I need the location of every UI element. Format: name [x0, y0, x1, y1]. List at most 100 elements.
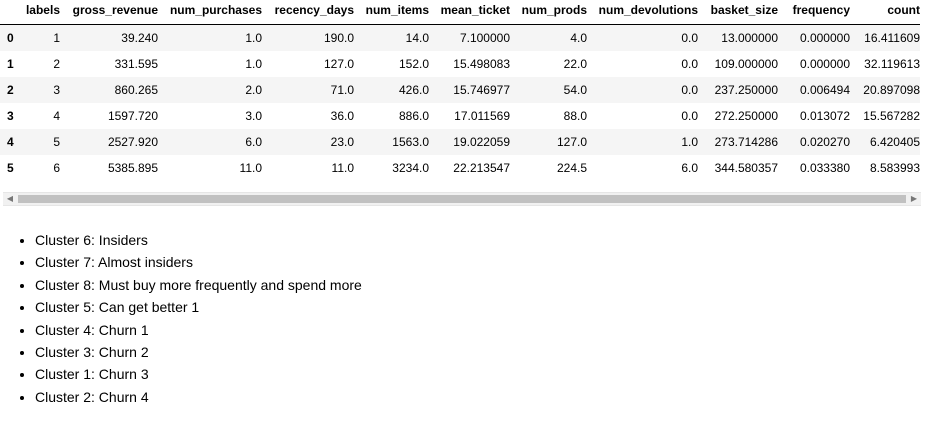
table-cell: 4.0 [570, 31, 587, 45]
table-cell: 20.897098 [863, 83, 920, 97]
column-header: mean_ticket [434, 0, 515, 25]
table-cell: 15.567282 [863, 109, 920, 123]
table-cell: 1.0 [681, 135, 698, 149]
table-cell: 13.000000 [721, 31, 778, 45]
table-cell: 22.213547 [453, 161, 510, 175]
table-row: 3 4 1597.720 3.0 36.0 886.0 17.011569 88.0 0.0 27… [0, 103, 920, 129]
table-cell: 3 [53, 83, 60, 97]
table-cell: 0.0 [681, 57, 698, 71]
table-cell: 237.250000 [714, 83, 778, 97]
table-cell: 16.411609 [864, 31, 920, 45]
table-cell: 0.013072 [799, 109, 850, 123]
column-header: gross_revenue [65, 0, 163, 25]
table-cell: 0.000000 [799, 57, 850, 71]
column-header: num_prods [515, 0, 592, 25]
table-cell: 224.5 [556, 161, 587, 175]
table-cell: 22.0 [563, 57, 587, 71]
scrollbar-thumb[interactable] [18, 195, 906, 203]
table-cell: 3.0 [245, 109, 262, 123]
horizontal-scrollbar[interactable]: ◀ ▶ [3, 192, 921, 206]
column-header: frequency [783, 0, 855, 25]
table-cell: 17.011569 [454, 109, 510, 123]
table-cell: 0.0 [681, 109, 698, 123]
table-cell: 6.0 [681, 161, 698, 175]
table-cell: 426.0 [398, 83, 429, 97]
table-cell: 4 [53, 109, 60, 123]
dataframe-output: labels gross_revenue num_purchases recen… [0, 0, 920, 192]
table-cell: 6.420405 [869, 135, 920, 149]
table-cell: 886.0 [398, 109, 429, 123]
table-cell: 127.0 [556, 135, 587, 149]
index-header [0, 0, 22, 25]
column-header: num_devolutions [592, 0, 703, 25]
scroll-right-arrow-icon[interactable]: ▶ [910, 194, 918, 203]
table-cell: 7.100000 [459, 31, 510, 45]
row-index: 4 [7, 135, 14, 149]
table-cell: 3234.0 [392, 161, 429, 175]
table-cell: 109.000000 [714, 57, 778, 71]
column-header: basket_size [703, 0, 783, 25]
table-cell: 15.498083 [453, 57, 510, 71]
table-cell: 11.0 [331, 161, 354, 175]
table-cell: 23.0 [330, 135, 354, 149]
list-item: Cluster 3: Churn 2 [35, 341, 362, 363]
table-row: 4 5 2527.920 6.0 23.0 1563.0 19.022059 127.0 1.0… [0, 129, 920, 155]
table-cell: 19.022059 [453, 135, 510, 149]
list-item: Cluster 2: Churn 4 [35, 386, 362, 408]
row-index: 5 [7, 161, 14, 175]
table-cell: 127.0 [323, 57, 354, 71]
table-row: 0 1 39.240 1.0 190.0 14.0 7.100000 4.0 0.0 13.000… [0, 24, 920, 51]
row-index: 2 [7, 83, 14, 97]
table-cell: 0.006494 [799, 83, 850, 97]
table-cell: 273.714286 [714, 135, 778, 149]
table-cell: 1.0 [245, 57, 262, 71]
table-cell: 1597.720 [107, 109, 158, 123]
table-cell: 344.580357 [714, 161, 778, 175]
dataframe-table: labels gross_revenue num_purchases recen… [0, 0, 920, 181]
column-header: num_purchases [163, 0, 267, 25]
table-cell: 2527.920 [107, 135, 158, 149]
column-header: labels [22, 0, 65, 25]
table-cell: 32.119613 [864, 57, 920, 71]
table-cell: 2 [53, 57, 60, 71]
row-index: 0 [7, 31, 14, 45]
list-item: Cluster 7: Almost insiders [35, 251, 362, 273]
table-cell: 6.0 [245, 135, 262, 149]
list-item: Cluster 4: Churn 1 [35, 319, 362, 341]
table-cell: 1 [53, 31, 60, 45]
table-row: 1 2 331.595 1.0 127.0 152.0 15.498083 22.0 0.0 10… [0, 51, 920, 77]
table-cell: 190.0 [323, 31, 354, 45]
table-cell: 0.020270 [799, 135, 850, 149]
table-cell: 331.595 [114, 57, 158, 71]
table-cell: 36.0 [330, 109, 354, 123]
table-cell: 5 [53, 135, 60, 149]
table-cell: 15.746977 [453, 83, 510, 97]
column-header: recency_days [267, 0, 359, 25]
table-cell: 860.265 [114, 83, 158, 97]
table-cell: 152.0 [398, 57, 429, 71]
list-item: Cluster 5: Can get better 1 [35, 296, 362, 318]
table-cell: 14.0 [405, 31, 429, 45]
row-index: 1 [7, 57, 14, 71]
table-cell: 8.583993 [869, 161, 920, 175]
table-cell: 6 [53, 161, 60, 175]
table-cell: 1.0 [245, 31, 262, 45]
table-cell: 71.0 [330, 83, 354, 97]
table-cell: 11.0 [239, 161, 262, 175]
list-item: Cluster 1: Churn 3 [35, 363, 362, 385]
table-cell: 0.0 [681, 31, 698, 45]
table-header-row: labels gross_revenue num_purchases recen… [0, 0, 920, 25]
table-cell: 0.0 [681, 83, 698, 97]
table-cell: 1563.0 [392, 135, 429, 149]
table-cell: 0.033380 [799, 161, 850, 175]
column-header: num_items [359, 0, 434, 25]
scroll-left-arrow-icon[interactable]: ◀ [6, 194, 14, 203]
row-index: 3 [7, 109, 14, 123]
table-cell: 88.0 [563, 109, 587, 123]
table-row: 5 6 5385.895 11.0 11.0 3234.0 22.213547 224.5 6.… [0, 155, 920, 181]
table-cell: 54.0 [563, 83, 587, 97]
list-item: Cluster 6: Insiders [35, 229, 362, 251]
table-row: 2 3 860.265 2.0 71.0 426.0 15.746977 54.0 0.0 237… [0, 77, 920, 103]
list-item: Cluster 8: Must buy more frequently and … [35, 274, 362, 296]
table-cell: 272.250000 [714, 109, 778, 123]
